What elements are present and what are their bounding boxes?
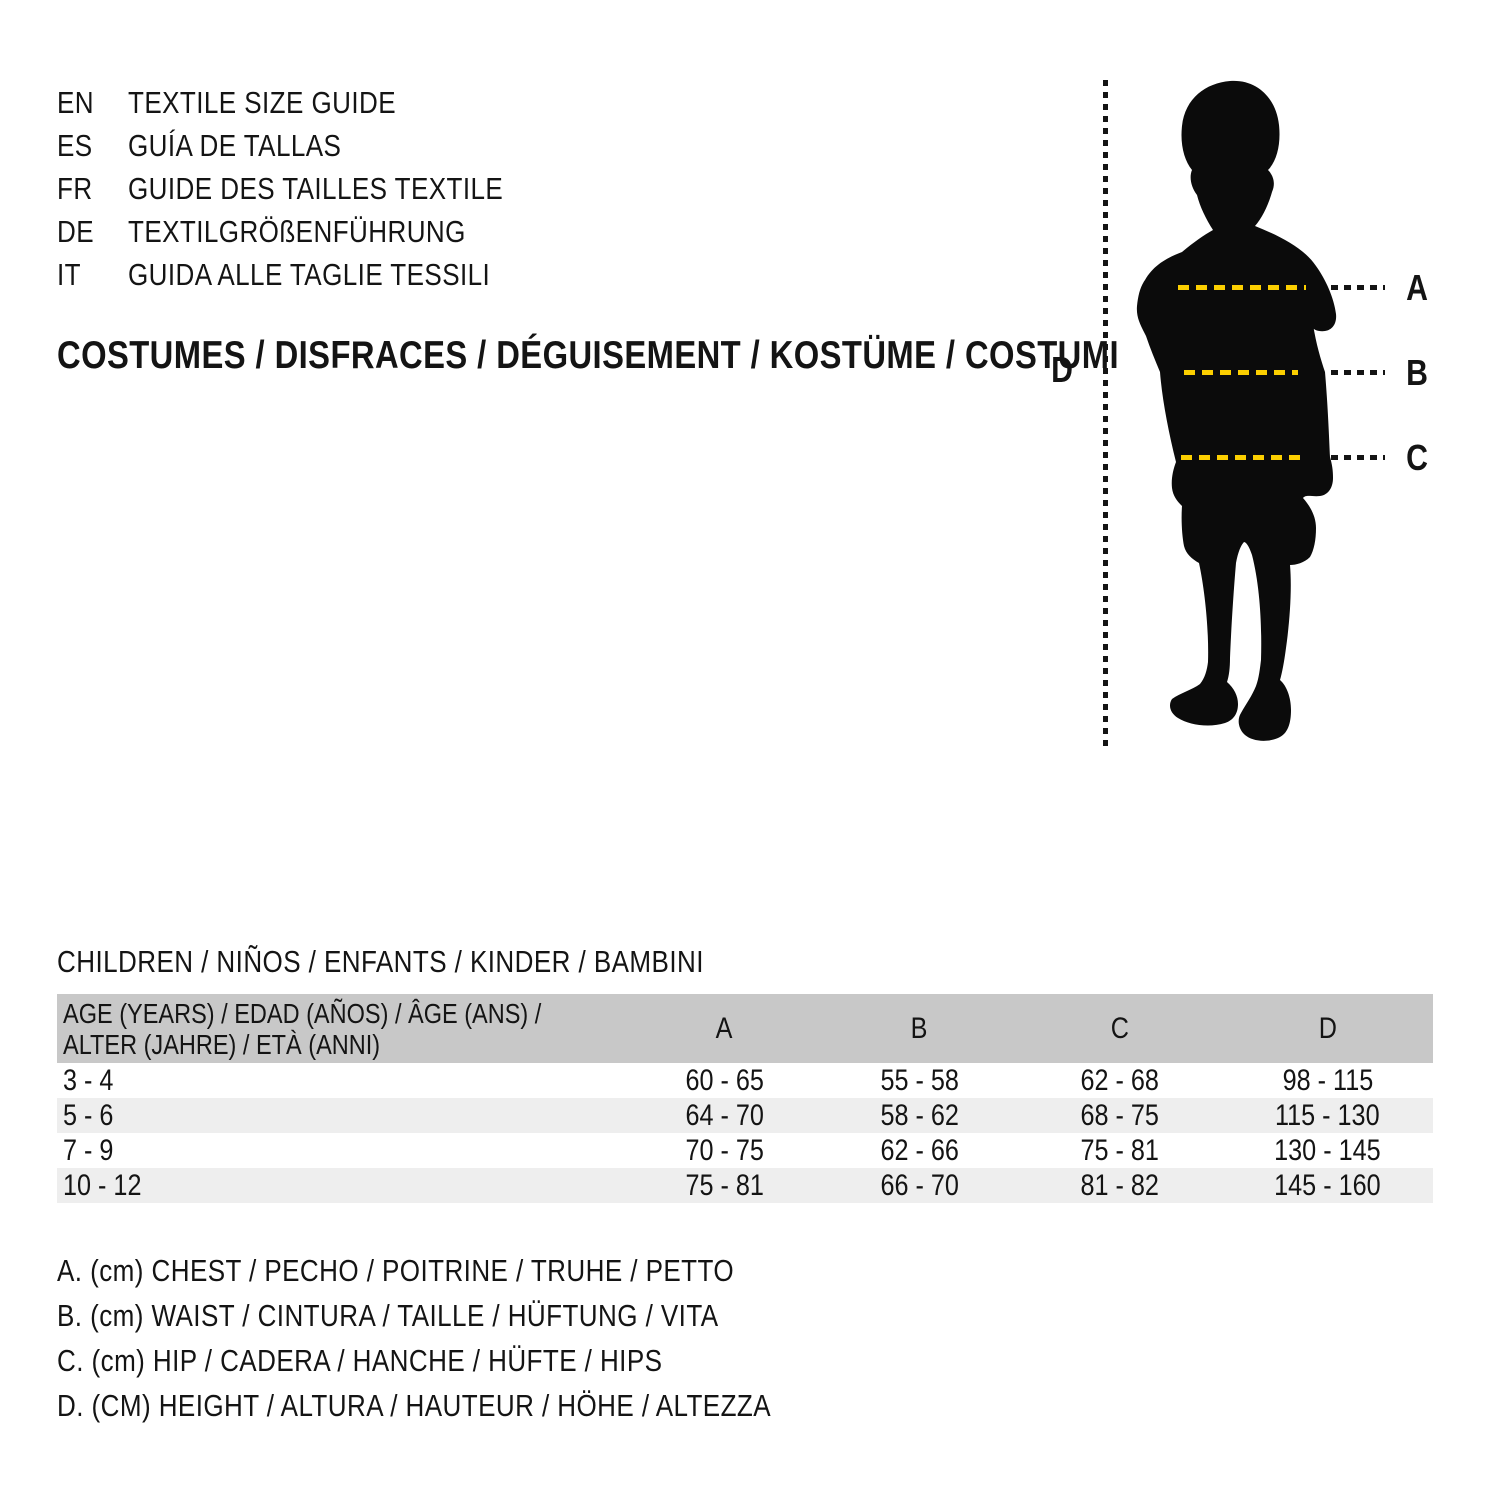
chest-leader-dash (1331, 285, 1385, 290)
height-cell: 98 - 115 (1282, 1063, 1373, 1097)
legend-item-chest: A. (cm) CHEST / PECHO / POITRINE / TRUHE… (57, 1252, 735, 1288)
measure-label-c: C (1406, 437, 1428, 478)
page-title: COSTUMES / DISFRACES / DÉGUISEMENT / KOS… (57, 334, 1119, 377)
lang-title: GUÍA DE TALLAS (128, 127, 342, 163)
lang-code: ES (57, 127, 93, 163)
child-silhouette-svg (1136, 80, 1337, 741)
measure-label-d: D (1051, 349, 1073, 390)
column-header-c: C (1110, 1011, 1129, 1045)
age-cell: 7 - 9 (63, 1133, 114, 1167)
age-cell: 3 - 4 (63, 1063, 114, 1097)
lang-code: IT (57, 256, 81, 292)
waist-cell: 66 - 70 (880, 1168, 959, 1202)
section-title-children: CHILDREN / NIÑOS / ENFANTS / KINDER / BA… (57, 944, 704, 979)
hip-cell: 68 - 75 (1080, 1098, 1159, 1132)
chest-cell: 75 - 81 (685, 1168, 764, 1202)
waist-cell: 58 - 62 (880, 1098, 959, 1132)
lang-row-fr: FR GUIDE DES TAILLES TEXTILE (57, 167, 575, 210)
lang-code: EN (57, 84, 95, 120)
hip-measure-dash (1181, 455, 1307, 460)
column-header-a: A (716, 1011, 733, 1045)
lang-title: TEXTILE SIZE GUIDE (128, 84, 397, 120)
chest-cell: 70 - 75 (685, 1133, 764, 1167)
chest-cell: 64 - 70 (685, 1098, 764, 1132)
measure-label-b: B (1406, 352, 1428, 393)
lang-title: GUIDA ALLE TAGLIE TESSILI (128, 256, 491, 292)
table-row: 7 - 9 70 - 75 62 - 66 75 - 81 130 - 145 (57, 1133, 1433, 1168)
chest-measure-dash (1178, 285, 1306, 290)
measure-label-a: A (1406, 267, 1428, 308)
table-row: 5 - 6 64 - 70 58 - 62 68 - 75 115 - 130 (57, 1098, 1433, 1133)
lang-code: FR (57, 170, 93, 206)
lang-title: GUIDE DES TAILLES TEXTILE (128, 170, 504, 206)
age-cell: 10 - 12 (63, 1168, 142, 1202)
legend-item-waist: B. (cm) WAIST / CINTURA / TAILLE / HÜFTU… (57, 1297, 719, 1333)
lang-row-en: EN TEXTILE SIZE GUIDE (57, 81, 575, 124)
legend-item-hip: C. (cm) HIP / CADERA / HANCHE / HÜFTE / … (57, 1342, 663, 1378)
height-cell: 145 - 160 (1274, 1168, 1381, 1202)
hip-leader-dash (1331, 455, 1385, 460)
waist-leader-dash (1331, 370, 1385, 375)
hip-cell: 62 - 68 (1080, 1063, 1159, 1097)
size-table: AGE (YEARS) / EDAD (AÑOS) / ÂGE (ANS) / … (57, 994, 1433, 1203)
age-cell: 5 - 6 (63, 1098, 114, 1132)
height-dashed-line (1103, 80, 1108, 748)
lang-row-it: IT GUIDA ALLE TAGLIE TESSILI (57, 253, 575, 296)
waist-cell: 62 - 66 (880, 1133, 959, 1167)
age-column-header: AGE (YEARS) / EDAD (AÑOS) / ÂGE (ANS) / … (63, 997, 542, 1060)
legend-item-height: D. (CM) HEIGHT / ALTURA / HAUTEUR / HÖHE… (57, 1387, 772, 1423)
column-header-b: B (911, 1011, 928, 1045)
hip-cell: 81 - 82 (1080, 1168, 1159, 1202)
waist-measure-dash (1184, 370, 1298, 375)
column-header-d: D (1318, 1011, 1337, 1045)
lang-title: TEXTILGRÖßENFÜHRUNG (128, 213, 466, 249)
height-cell: 130 - 145 (1274, 1133, 1381, 1167)
child-silhouette (1120, 68, 1390, 758)
hip-cell: 75 - 81 (1080, 1133, 1159, 1167)
chest-cell: 60 - 65 (685, 1063, 764, 1097)
lang-row-es: ES GUÍA DE TALLAS (57, 124, 575, 167)
measurement-legend: A. (cm) CHEST / PECHO / POITRINE / TRUHE… (57, 1248, 907, 1428)
lang-code: DE (57, 213, 95, 249)
table-row: 10 - 12 75 - 81 66 - 70 81 - 82 145 - 16… (57, 1168, 1433, 1203)
language-title-list: EN TEXTILE SIZE GUIDE ES GUÍA DE TALLAS … (57, 81, 575, 296)
waist-cell: 55 - 58 (880, 1063, 959, 1097)
table-row: 3 - 4 60 - 65 55 - 58 62 - 68 98 - 115 (57, 1063, 1433, 1098)
size-table-header: AGE (YEARS) / EDAD (AÑOS) / ÂGE (ANS) / … (57, 994, 1433, 1063)
lang-row-de: DE TEXTILGRÖßENFÜHRUNG (57, 210, 575, 253)
height-cell: 115 - 130 (1275, 1098, 1380, 1132)
